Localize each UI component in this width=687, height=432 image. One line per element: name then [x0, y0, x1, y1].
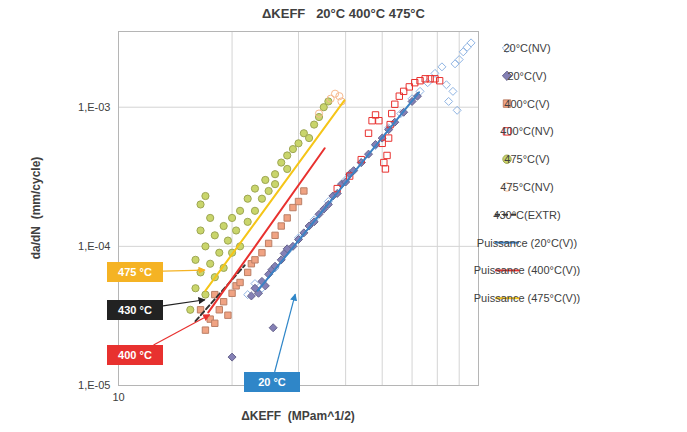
svg-text:1,E-05: 1,E-05 [78, 379, 110, 391]
svg-text:20°C(V): 20°C(V) [507, 70, 546, 82]
svg-text:Puissance (400°C(V)): Puissance (400°C(V)) [474, 264, 581, 276]
svg-text:475°C(NV): 475°C(NV) [500, 181, 553, 193]
svg-text:20 °C: 20 °C [258, 376, 286, 388]
svg-text:400°C(NV): 400°C(NV) [500, 125, 553, 137]
svg-text:20°C(NV): 20°C(NV) [503, 42, 550, 54]
svg-text:da/dN (mm/cycle): da/dN (mm/cycle) [29, 157, 43, 260]
svg-text:1,E-03: 1,E-03 [78, 101, 110, 113]
svg-text:Puissance (20°C(V)): Puissance (20°C(V)) [477, 237, 577, 249]
svg-text:430°C(EXTR): 430°C(EXTR) [493, 209, 560, 221]
svg-text:400 °C: 400 °C [118, 349, 152, 361]
svg-text:400°C(V): 400°C(V) [504, 98, 549, 110]
svg-text:ΔKEFF 20°C 400°C 475°C: ΔKEFF 20°C 400°C 475°C [262, 6, 426, 21]
svg-text:10: 10 [112, 391, 124, 403]
svg-text:Puissance (475°C(V)): Puissance (475°C(V)) [474, 292, 581, 304]
svg-text:ΔKEFF (MPam^1/2): ΔKEFF (MPam^1/2) [241, 409, 355, 423]
svg-text:475°C(V): 475°C(V) [504, 153, 549, 165]
svg-text:475 °C: 475 °C [118, 266, 152, 278]
svg-text:1,E-04: 1,E-04 [78, 240, 110, 252]
svg-text:430 °C: 430 °C [118, 304, 152, 316]
